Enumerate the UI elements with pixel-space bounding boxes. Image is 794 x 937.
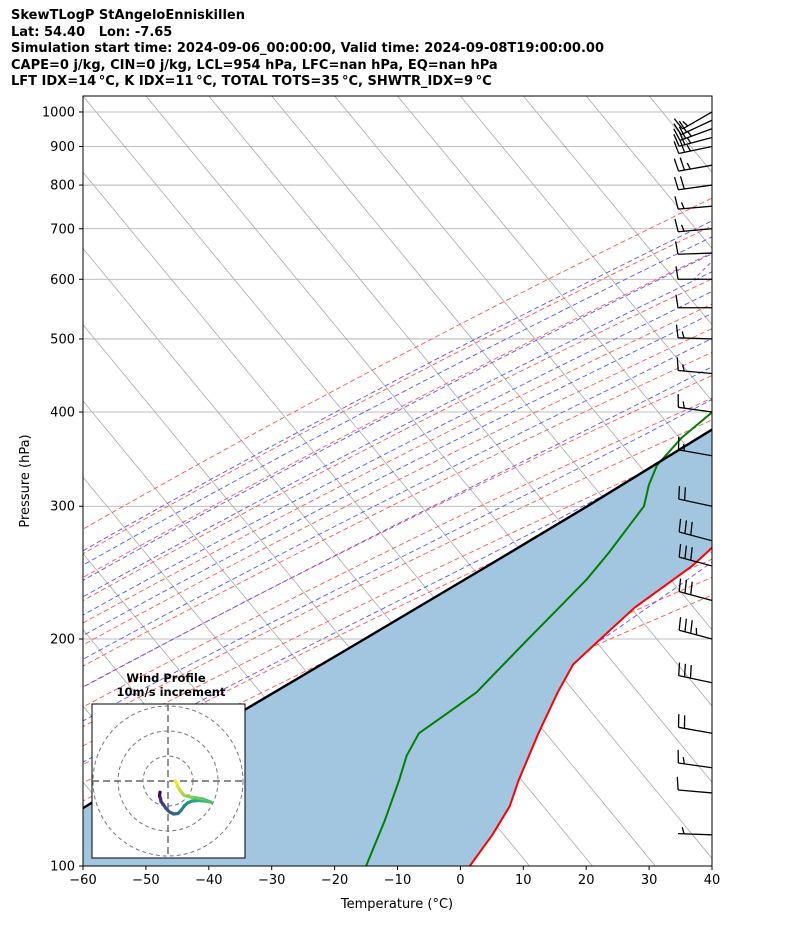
dry-adiabat-line <box>83 440 712 747</box>
isotherm-line <box>460 96 712 402</box>
isotherm-line <box>271 96 712 631</box>
isotherm-line <box>522 96 712 326</box>
wind-barb <box>678 662 713 684</box>
y-tick-label: 600 <box>50 273 75 288</box>
y-tick-label: 900 <box>50 140 75 155</box>
temperature-line <box>468 546 712 866</box>
x-tick-label: −50 <box>132 873 159 888</box>
wind-barb <box>673 111 713 130</box>
isotherm-line <box>585 96 712 250</box>
isotherm-line <box>83 171 656 866</box>
wind-barb <box>675 294 712 309</box>
x-tick-label: −10 <box>384 873 411 888</box>
dry-adiabat-line <box>83 351 712 667</box>
y-tick-label: 200 <box>50 633 75 648</box>
isotherm-line <box>711 96 712 97</box>
hodograph-title: Wind Profile <box>126 671 206 685</box>
wind-barb <box>677 436 713 457</box>
wind-barb <box>678 486 713 507</box>
wind-barb <box>676 357 713 375</box>
y-axis-label: Pressure (hPa) <box>18 434 33 527</box>
moist-adiabat-line <box>83 366 712 688</box>
dewpoint-line <box>365 411 712 866</box>
x-axis-label: Temperature (°C) <box>340 897 453 912</box>
moist-adiabat-line <box>83 220 712 552</box>
dry-adiabat-line <box>83 252 712 579</box>
location-line: Lat: 54.40 Lon: -7.65 <box>11 24 173 40</box>
y-tick-label: 700 <box>50 222 75 237</box>
hodograph-trace-segment <box>173 778 179 785</box>
hodograph-trace-segment <box>190 795 205 801</box>
isotherm-line <box>83 857 90 866</box>
dry-adiabat-line <box>83 397 712 708</box>
wind-barb <box>674 218 713 233</box>
stability-line: CAPE=0 j/kg, CIN=0 j/kg, LCL=954 hPa, LF… <box>11 57 498 73</box>
isotherm-line <box>397 96 712 478</box>
wind-barb <box>674 241 713 255</box>
wind-barb <box>673 126 713 142</box>
hodograph-subtitle: 10m/s increment <box>117 685 226 699</box>
moist-adiabat-line <box>83 435 712 763</box>
wind-barb <box>677 749 713 769</box>
x-tick-label: −30 <box>258 873 285 888</box>
moist-adiabat-line <box>83 271 712 598</box>
y-tick-label: 100 <box>50 860 75 875</box>
axes-ticks: −60 −50 −40 −30 −20 −10 0 10 20 30 40 100 200 300 400 5… <box>42 105 720 888</box>
x-tick-label: 0 <box>456 873 464 888</box>
wind-barb <box>673 132 713 147</box>
wind-barb <box>673 157 713 172</box>
wind-barb <box>677 394 713 413</box>
hodograph-inset: Wind Profile 10m/s increment <box>91 671 246 859</box>
x-tick-label: −40 <box>195 873 222 888</box>
dry-adiabat-line <box>83 278 712 602</box>
x-tick-label: 40 <box>704 873 721 888</box>
x-tick-label: −60 <box>69 873 96 888</box>
wind-barb <box>678 543 713 567</box>
isotherm-line <box>208 96 712 707</box>
chart-header: SkewTLogP StAngeloEnniskillen Lat: 54.40 … <box>11 8 604 91</box>
y-tick-label: 300 <box>50 500 75 515</box>
wind-barb <box>677 714 713 734</box>
mixing-ratio-line <box>737 96 794 279</box>
x-tick-label: −20 <box>321 873 348 888</box>
x-tick-label: 10 <box>515 873 532 888</box>
profile-series-layer <box>83 411 712 866</box>
wind-barb <box>673 176 713 191</box>
x-tick-label: 20 <box>578 873 595 888</box>
isotherm-line <box>83 96 712 860</box>
wind-barb <box>675 266 712 280</box>
wind-barbs <box>673 111 713 836</box>
wind-barb <box>674 196 713 210</box>
wind-barb <box>676 776 713 794</box>
index-line: LFT IDX=14 °C, K IDX=11 °C, TOTAL TOTS=3… <box>11 74 492 90</box>
y-tick-label: 1000 <box>42 105 75 120</box>
x-tick-label: 30 <box>641 873 658 888</box>
wind-barb <box>678 518 713 542</box>
wind-barb <box>678 578 713 602</box>
isotherm-line <box>145 96 712 783</box>
moist-adiabat-line <box>83 291 712 616</box>
time-line: Simulation start time: 2024-09-06_00:00:… <box>11 41 604 57</box>
dry-adiabat-line <box>83 328 712 646</box>
moist-adiabat-line <box>83 398 712 722</box>
moist-adiabat-line <box>83 236 712 566</box>
chart-title: SkewTLogP StAngeloEnniskillen <box>11 8 245 23</box>
wind-barb <box>673 139 713 155</box>
wind-barb <box>677 827 713 836</box>
hodograph-grid <box>92 704 245 858</box>
wind-barb <box>675 324 713 340</box>
y-tick-label: 800 <box>50 179 75 194</box>
y-tick-label: 500 <box>50 332 75 347</box>
parcel-path-line <box>83 428 712 810</box>
y-tick-label: 400 <box>50 406 75 421</box>
mixing-ratio-line <box>693 260 712 280</box>
wind-barb <box>678 617 713 640</box>
moist-adiabat-line <box>83 337 712 660</box>
